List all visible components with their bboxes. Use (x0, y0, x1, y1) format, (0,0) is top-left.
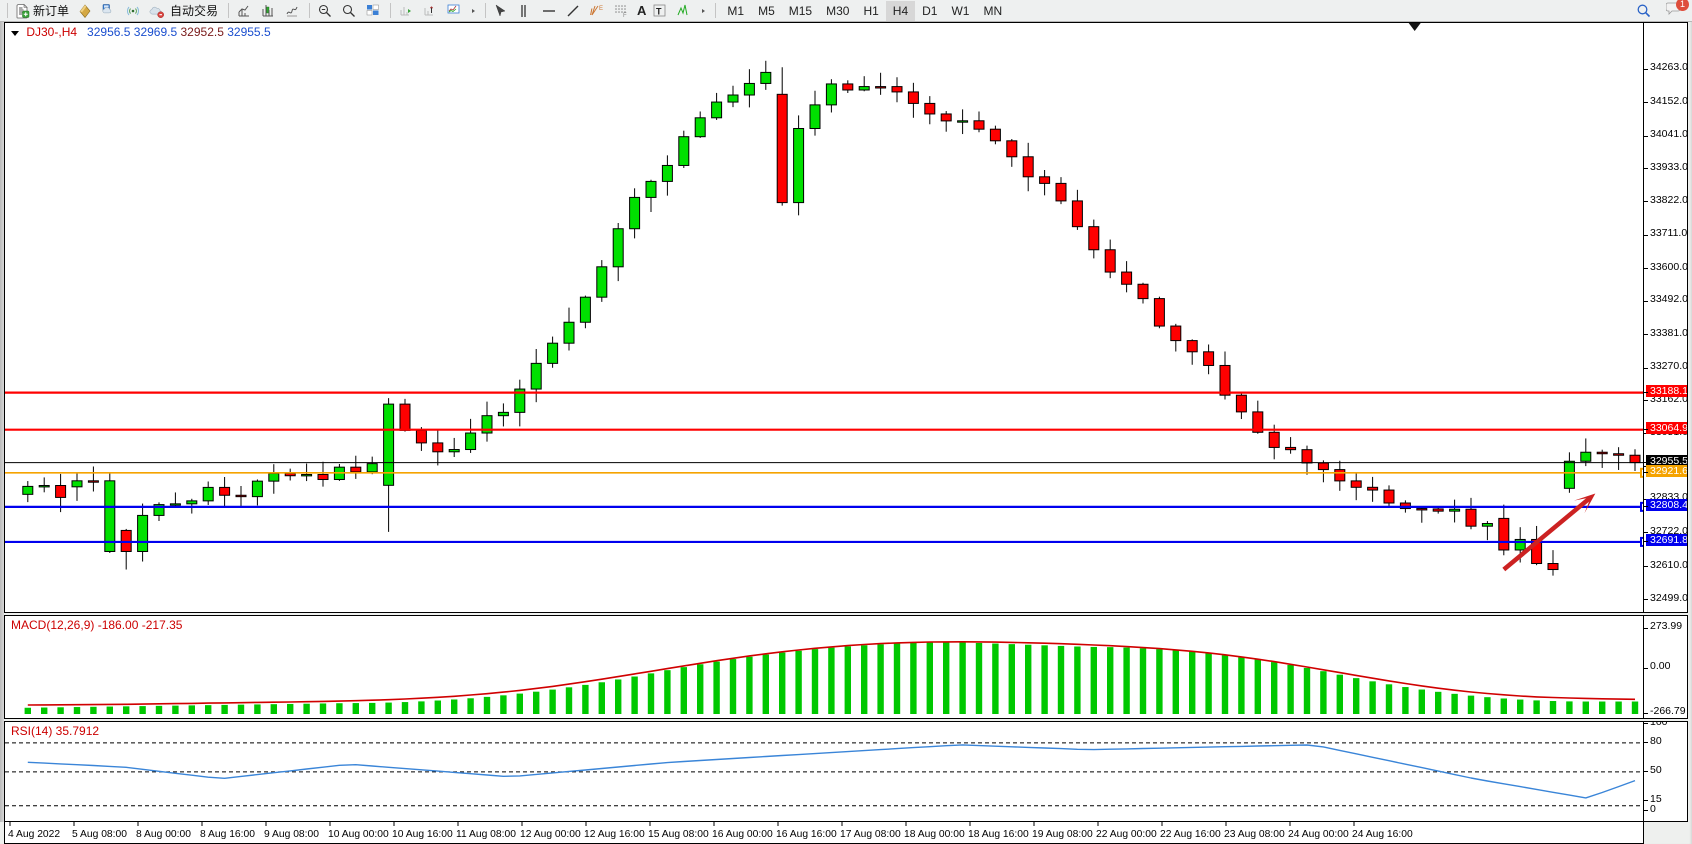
svg-text:12 Aug 00:00: 12 Aug 00:00 (520, 829, 581, 840)
svg-text:24 Aug 00:00: 24 Aug 00:00 (1288, 829, 1349, 840)
svg-text:19 Aug 08:00: 19 Aug 08:00 (1032, 829, 1093, 840)
svg-text:11 Aug 08:00: 11 Aug 08:00 (456, 829, 516, 840)
svg-text:10 Aug 16:00: 10 Aug 16:00 (392, 829, 453, 840)
svg-text:16 Aug 16:00: 16 Aug 16:00 (776, 829, 837, 840)
svg-text:8 Aug 16:00: 8 Aug 16:00 (200, 829, 255, 840)
svg-text:F: F (623, 13, 627, 19)
svg-text:10 Aug 00:00: 10 Aug 00:00 (328, 829, 389, 840)
svg-text:9 Aug 08:00: 9 Aug 08:00 (264, 829, 319, 840)
svg-text:18 Aug 16:00: 18 Aug 16:00 (968, 829, 1029, 840)
svg-text:17 Aug 08:00: 17 Aug 08:00 (840, 829, 901, 840)
svg-text:18 Aug 00:00: 18 Aug 00:00 (904, 829, 965, 840)
svg-text:12 Aug 16:00: 12 Aug 16:00 (584, 829, 645, 840)
svg-text:23 Aug 08:00: 23 Aug 08:00 (1224, 829, 1285, 840)
svg-text:15 Aug 08:00: 15 Aug 08:00 (648, 829, 709, 840)
svg-text:22 Aug 00:00: 22 Aug 00:00 (1096, 829, 1157, 840)
svg-text:4 Aug 2022: 4 Aug 2022 (8, 829, 60, 840)
svg-text:22 Aug 16:00: 22 Aug 16:00 (1160, 829, 1221, 840)
svg-text:16 Aug 00:00: 16 Aug 00:00 (712, 829, 773, 840)
svg-text:5 Aug 08:00: 5 Aug 08:00 (72, 829, 127, 840)
svg-text:24 Aug 16:00: 24 Aug 16:00 (1352, 829, 1413, 840)
svg-text:E: E (599, 6, 603, 12)
svg-text:T: T (656, 6, 662, 16)
svg-text:8 Aug 00:00: 8 Aug 00:00 (136, 829, 191, 840)
